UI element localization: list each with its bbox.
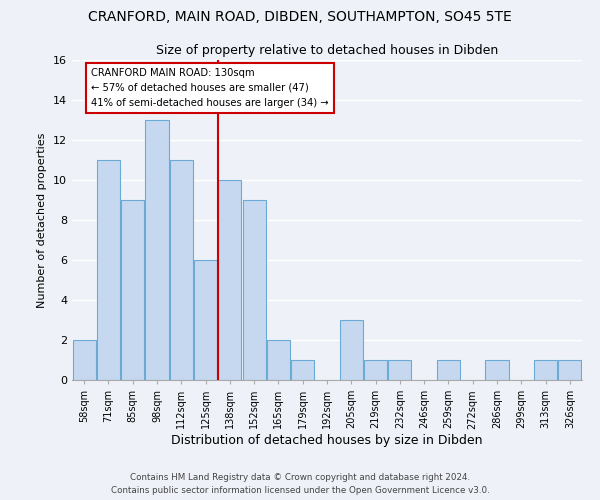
Bar xyxy=(485,360,509,380)
Bar xyxy=(194,260,217,380)
Bar xyxy=(559,360,581,380)
Bar xyxy=(73,340,95,380)
Bar xyxy=(97,160,120,380)
Bar xyxy=(170,160,193,380)
Bar xyxy=(121,200,144,380)
Text: CRANFORD, MAIN ROAD, DIBDEN, SOUTHAMPTON, SO45 5TE: CRANFORD, MAIN ROAD, DIBDEN, SOUTHAMPTON… xyxy=(88,10,512,24)
Title: Size of property relative to detached houses in Dibden: Size of property relative to detached ho… xyxy=(156,44,498,58)
Bar xyxy=(364,360,387,380)
Bar xyxy=(145,120,169,380)
Text: Contains HM Land Registry data © Crown copyright and database right 2024.
Contai: Contains HM Land Registry data © Crown c… xyxy=(110,474,490,495)
Y-axis label: Number of detached properties: Number of detached properties xyxy=(37,132,47,308)
Bar xyxy=(437,360,460,380)
Bar xyxy=(242,200,266,380)
Bar xyxy=(534,360,557,380)
Bar xyxy=(388,360,412,380)
Bar xyxy=(340,320,363,380)
Bar xyxy=(291,360,314,380)
Bar xyxy=(218,180,241,380)
Bar xyxy=(267,340,290,380)
Text: CRANFORD MAIN ROAD: 130sqm
← 57% of detached houses are smaller (47)
41% of semi: CRANFORD MAIN ROAD: 130sqm ← 57% of deta… xyxy=(91,68,329,108)
X-axis label: Distribution of detached houses by size in Dibden: Distribution of detached houses by size … xyxy=(171,434,483,447)
